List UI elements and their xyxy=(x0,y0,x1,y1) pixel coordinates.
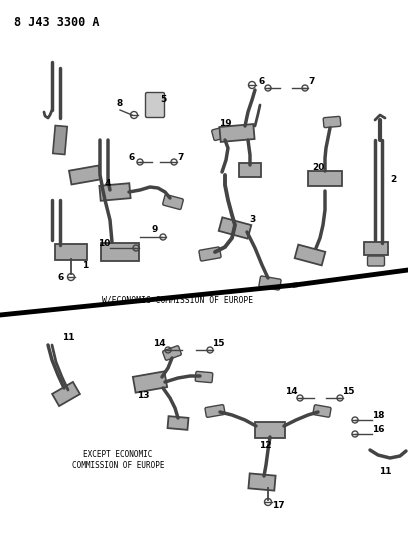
Text: 1: 1 xyxy=(82,262,88,271)
Text: W/ECONOMIC COMMISSION OF EUROPE: W/ECONOMIC COMMISSION OF EUROPE xyxy=(102,295,253,304)
Text: 15: 15 xyxy=(342,386,354,395)
Text: 2: 2 xyxy=(390,175,396,184)
FancyBboxPatch shape xyxy=(163,195,183,209)
FancyBboxPatch shape xyxy=(101,243,139,261)
Text: 5: 5 xyxy=(160,95,166,104)
FancyBboxPatch shape xyxy=(313,405,331,417)
Text: 3: 3 xyxy=(249,215,255,224)
Text: 20: 20 xyxy=(312,164,324,173)
Text: 13: 13 xyxy=(137,391,149,400)
Text: 6: 6 xyxy=(58,273,64,282)
Text: 15: 15 xyxy=(212,340,224,349)
Text: 11: 11 xyxy=(379,467,391,477)
FancyBboxPatch shape xyxy=(368,256,384,266)
Text: 10: 10 xyxy=(98,239,110,248)
Text: 8 J43 3300 A: 8 J43 3300 A xyxy=(14,16,100,29)
Text: 6: 6 xyxy=(259,77,265,85)
FancyBboxPatch shape xyxy=(100,183,131,201)
FancyBboxPatch shape xyxy=(199,247,221,261)
Text: 6: 6 xyxy=(129,152,135,161)
FancyBboxPatch shape xyxy=(295,245,325,265)
FancyBboxPatch shape xyxy=(55,244,87,260)
Text: 17: 17 xyxy=(272,502,284,511)
FancyBboxPatch shape xyxy=(212,126,232,141)
FancyBboxPatch shape xyxy=(239,163,261,177)
Text: 18: 18 xyxy=(372,411,384,421)
Text: 9: 9 xyxy=(152,224,158,233)
Text: 19: 19 xyxy=(219,119,231,128)
FancyBboxPatch shape xyxy=(255,422,285,438)
FancyBboxPatch shape xyxy=(259,276,281,290)
FancyBboxPatch shape xyxy=(168,416,188,430)
Text: 8: 8 xyxy=(117,100,123,109)
FancyBboxPatch shape xyxy=(248,473,276,490)
Text: 7: 7 xyxy=(178,152,184,161)
Bar xyxy=(53,126,67,155)
FancyBboxPatch shape xyxy=(323,116,341,127)
FancyBboxPatch shape xyxy=(205,405,225,417)
FancyBboxPatch shape xyxy=(195,372,213,383)
Text: 14: 14 xyxy=(285,386,297,395)
FancyBboxPatch shape xyxy=(364,241,388,254)
FancyBboxPatch shape xyxy=(69,166,101,184)
Text: 11: 11 xyxy=(62,334,74,343)
Text: 14: 14 xyxy=(153,340,165,349)
FancyBboxPatch shape xyxy=(308,171,342,185)
Text: EXCEPT ECONOMIC
COMMISSION OF EUROPE: EXCEPT ECONOMIC COMMISSION OF EUROPE xyxy=(72,450,164,470)
Text: 16: 16 xyxy=(372,425,384,434)
FancyBboxPatch shape xyxy=(146,93,164,117)
Text: 7: 7 xyxy=(309,77,315,86)
FancyBboxPatch shape xyxy=(163,346,181,360)
FancyBboxPatch shape xyxy=(219,217,251,239)
Text: 12: 12 xyxy=(259,440,271,449)
FancyBboxPatch shape xyxy=(52,382,80,406)
FancyBboxPatch shape xyxy=(220,124,255,142)
FancyBboxPatch shape xyxy=(133,372,167,393)
Text: 4: 4 xyxy=(105,179,111,188)
